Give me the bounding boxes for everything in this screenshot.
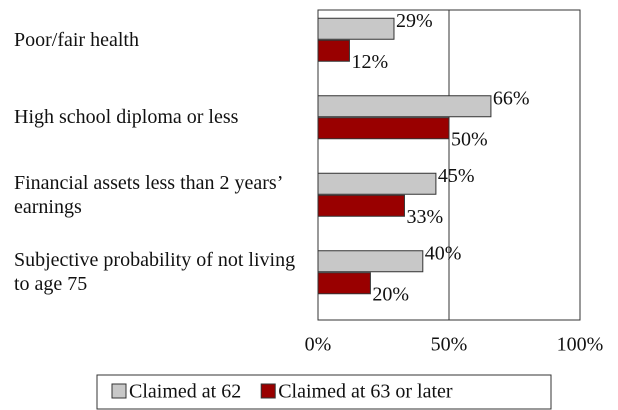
bar <box>317 272 371 295</box>
value-label: 29% <box>396 10 433 32</box>
bar <box>317 95 492 118</box>
value-label: 40% <box>425 242 462 264</box>
legend-box <box>96 374 552 410</box>
bar <box>317 250 424 273</box>
legend-swatch <box>260 383 276 399</box>
x-tick-label: 100% <box>557 334 604 356</box>
category-label: Subjective probability of not living to … <box>14 249 296 296</box>
bar <box>317 17 395 40</box>
value-label: 12% <box>351 51 388 73</box>
legend-swatch <box>111 383 127 399</box>
bar <box>317 172 437 195</box>
legend-label: Claimed at 63 or later <box>278 381 453 403</box>
value-label: 20% <box>372 283 409 305</box>
bar <box>317 39 350 62</box>
x-tick-label: 0% <box>305 334 332 356</box>
value-label: 66% <box>493 87 530 109</box>
value-label: 33% <box>406 206 443 228</box>
plot-frame <box>317 9 581 321</box>
category-label: High school diploma or less <box>14 106 239 129</box>
value-label: 45% <box>438 165 475 187</box>
bar <box>317 194 405 217</box>
value-label: 50% <box>451 128 488 150</box>
bar <box>317 117 450 140</box>
x-tick-label: 50% <box>431 334 468 356</box>
category-label: Financial assets less than 2 years’ earn… <box>14 171 282 218</box>
legend-label: Claimed at 62 <box>129 381 241 403</box>
category-label: Poor/fair health <box>14 28 139 51</box>
